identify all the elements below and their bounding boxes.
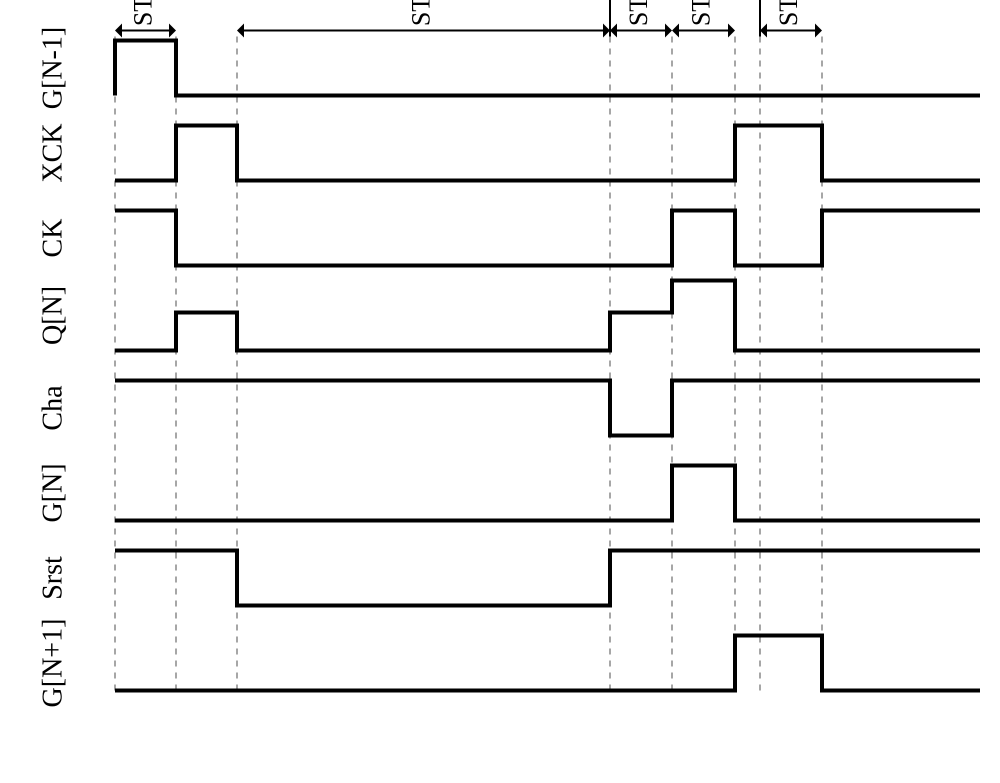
arrowhead xyxy=(672,24,679,38)
arrowhead xyxy=(169,24,176,38)
arrowhead xyxy=(603,24,610,38)
signal-label: Q[N] xyxy=(37,286,68,345)
waveform-XCK xyxy=(115,126,980,181)
signal-label: G[N] xyxy=(37,463,68,522)
signal-label: CK xyxy=(37,219,68,258)
arrowhead xyxy=(237,24,244,38)
waveform-G[N+1] xyxy=(115,636,980,691)
stage-label: ST1 xyxy=(128,0,157,26)
waveform-G[N] xyxy=(115,466,980,521)
waveform-Cha xyxy=(115,381,980,436)
signal-label: XCK xyxy=(37,123,68,182)
waveform-G[N-1] xyxy=(115,41,980,96)
stage-label: ST3 xyxy=(624,0,653,26)
signal-label: Cha xyxy=(37,385,68,431)
arrowhead xyxy=(760,24,767,38)
arrowhead xyxy=(665,24,672,38)
stage-label: ST4 xyxy=(686,0,715,26)
timing-diagram: G[N-1] XCK CK Q[N] Cha G[N] Srst G[N+1] ST1 ST2 ST… xyxy=(0,0,1000,783)
arrowhead xyxy=(610,24,617,38)
signal-label: Srst xyxy=(37,556,68,600)
arrowhead xyxy=(728,24,735,38)
waveform-Q[N] xyxy=(115,281,980,351)
arrowhead xyxy=(115,24,122,38)
waveform-Srst xyxy=(115,551,980,606)
waveform-CK xyxy=(115,211,980,266)
stage-label: ST6 xyxy=(774,0,803,26)
stage-label: ST2 xyxy=(406,0,435,26)
arrowhead xyxy=(815,24,822,38)
signal-label: G[N+1] xyxy=(37,619,68,708)
signal-label: G[N-1] xyxy=(37,27,68,109)
